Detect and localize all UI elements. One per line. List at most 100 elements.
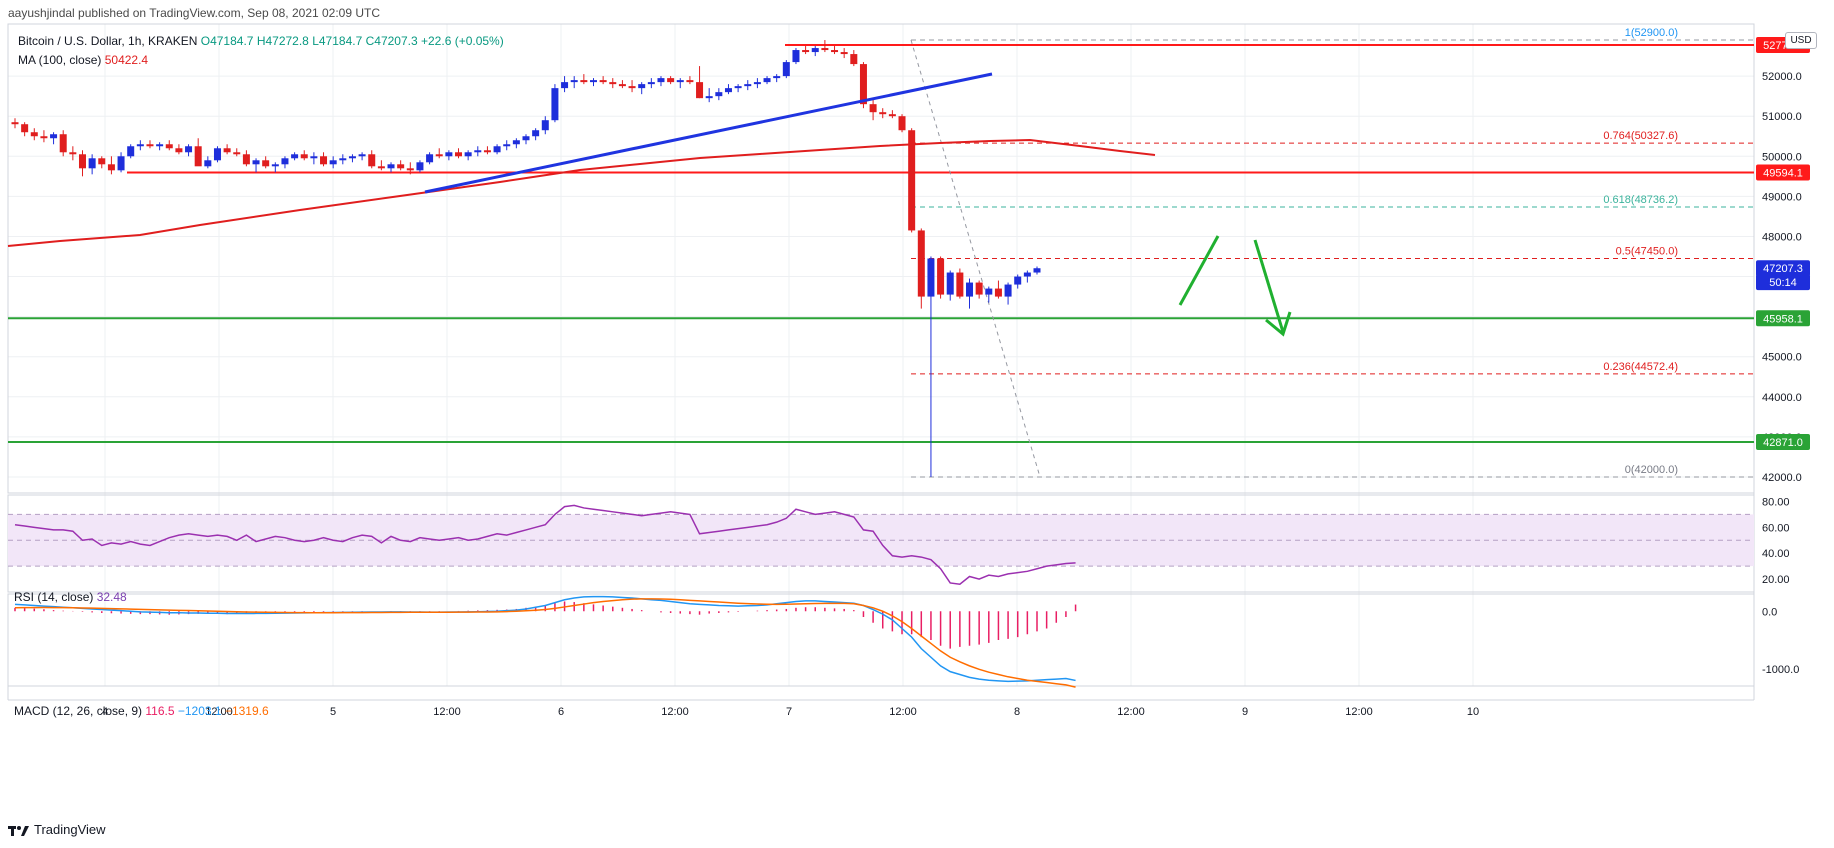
- candle-body: [329, 160, 337, 165]
- candle-body: [532, 130, 540, 137]
- candle-body: [339, 158, 347, 161]
- candle-body: [753, 82, 761, 85]
- fib-level-label: 0.5(47450.0): [1616, 246, 1678, 258]
- candle-body: [657, 78, 665, 83]
- macd-y-tick-label: 0.0: [1762, 606, 1777, 618]
- candle-body: [676, 80, 684, 83]
- currency-button[interactable]: USD: [1785, 32, 1817, 49]
- candle-body: [445, 152, 453, 157]
- macd-histogram-value: 116.5: [145, 704, 175, 718]
- x-tick-label: 12:00: [1117, 706, 1145, 718]
- candle-body: [50, 134, 58, 139]
- candle-body: [21, 124, 29, 133]
- price-tag-box: [1756, 310, 1810, 327]
- candle-body: [464, 152, 472, 157]
- candle-body: [175, 148, 183, 153]
- candle-body: [233, 152, 241, 155]
- candle-body: [88, 158, 96, 169]
- candle-body: [40, 136, 48, 139]
- candle-body: [252, 160, 260, 165]
- symbol-title: Bitcoin / U.S. Dollar, 1h, KRAKEN: [18, 34, 198, 48]
- candle-body: [435, 154, 443, 157]
- price-tag-label: 45958.1: [1763, 313, 1803, 325]
- candle-body: [242, 154, 250, 165]
- candle-body: [898, 116, 906, 131]
- candle-body: [136, 144, 144, 147]
- candle-body: [30, 132, 38, 137]
- candle-body: [223, 148, 231, 153]
- candle-body: [358, 154, 366, 157]
- candle-body: [705, 96, 713, 99]
- price-tag-label: 49594.1: [1763, 168, 1803, 180]
- price-y-tick-label: 51000.0: [1762, 111, 1802, 123]
- candle-body: [956, 272, 964, 297]
- arrow-head-icon: [1265, 311, 1292, 337]
- macd-legend[interactable]: MACD (12, 26, close, 9) 116.5 −1203.1 −1…: [14, 704, 269, 718]
- candle-body: [146, 144, 154, 147]
- price-y-tick-label: 48000.0: [1762, 231, 1802, 243]
- candle-body: [522, 136, 530, 141]
- candle-body: [908, 130, 916, 231]
- candle-body: [1004, 284, 1012, 297]
- pane-border: [7, 23, 1755, 494]
- candle-body: [599, 80, 607, 83]
- macd-y-tick-label: -1000.0: [1762, 664, 1799, 676]
- candle-body: [1023, 272, 1031, 277]
- candle-body: [426, 154, 434, 163]
- x-tick-label: 10: [1467, 706, 1479, 718]
- macd-title: MACD (12, 26, close, 9): [14, 704, 143, 718]
- candle-body: [1014, 276, 1022, 285]
- candle-body: [368, 154, 376, 167]
- candle-body: [570, 80, 578, 83]
- candle-body: [281, 158, 289, 165]
- price-tag-box: [1756, 274, 1810, 291]
- price-y-tick-label: 45000.0: [1762, 352, 1802, 364]
- price-y-tick-label: 49000.0: [1762, 191, 1802, 203]
- candle-body: [348, 156, 356, 159]
- candle-body: [107, 164, 115, 171]
- ma-legend[interactable]: MA (100, close) 50422.4: [18, 53, 148, 67]
- price-tag-label: 42871.0: [1763, 437, 1803, 449]
- symbol-legend[interactable]: Bitcoin / U.S. Dollar, 1h, KRAKEN O47184…: [18, 34, 504, 48]
- candle-body: [291, 154, 299, 159]
- candle-body: [271, 164, 279, 167]
- candle-body: [946, 272, 954, 295]
- candle-body: [831, 50, 839, 53]
- pane-border: [7, 593, 1755, 687]
- candle-body: [493, 146, 501, 153]
- candle-body: [397, 164, 405, 169]
- price-tag-box: [1756, 164, 1810, 181]
- candle-body: [503, 144, 511, 147]
- footer-brand[interactable]: TradingView: [8, 822, 106, 837]
- candle-body: [734, 86, 742, 89]
- fib-level-label: 0.236(44572.4): [1603, 361, 1678, 373]
- candle-body: [69, 152, 77, 155]
- price-tag-box: [1756, 260, 1810, 277]
- rsi-legend[interactable]: RSI (14, close) 32.48: [14, 590, 127, 604]
- macd-line: [14, 595, 1076, 683]
- candle-body: [811, 48, 819, 53]
- candle-body: [127, 146, 135, 157]
- rsi-y-tick-label: 80.00: [1762, 496, 1790, 508]
- rsi-y-tick-label: 20.00: [1762, 574, 1790, 586]
- candle-body: [609, 82, 617, 85]
- ascending-trendline: [424, 72, 993, 194]
- candle-body: [262, 160, 270, 167]
- price-tag-label: 47207.3: [1763, 263, 1803, 275]
- candle-body: [589, 80, 597, 83]
- price-y-tick-label: 44000.0: [1762, 392, 1802, 404]
- candle-body: [156, 144, 164, 147]
- rsi-y-tick-label: 60.00: [1762, 522, 1790, 534]
- x-tick-label: 6: [558, 706, 564, 718]
- candle-body: [917, 230, 925, 297]
- candle-body: [859, 64, 867, 105]
- candle-body: [879, 112, 887, 115]
- candle-body: [416, 162, 424, 171]
- price-tag-label: 50:14: [1769, 277, 1797, 289]
- fib-level-label: 0(42000.0): [1625, 464, 1678, 476]
- fib-level-label: 0.764(50327.6): [1603, 130, 1678, 142]
- candle-body: [551, 88, 559, 121]
- macd-line-value: −1203.1: [177, 704, 222, 718]
